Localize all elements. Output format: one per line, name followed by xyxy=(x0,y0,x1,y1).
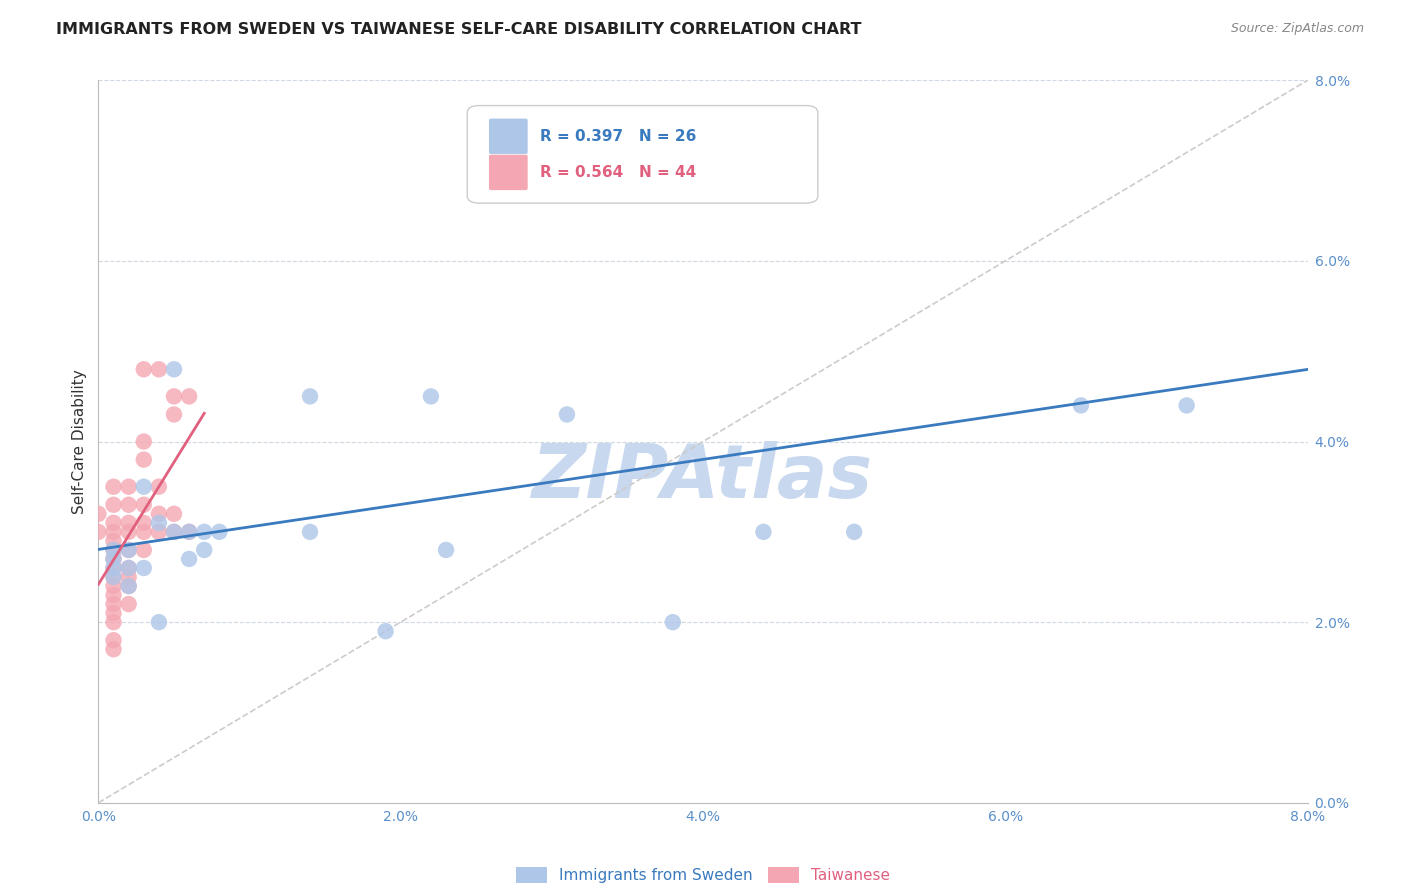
Point xyxy=(193,542,215,557)
Point xyxy=(163,389,186,403)
Point xyxy=(103,552,125,566)
Point xyxy=(103,542,125,557)
Point xyxy=(163,362,186,376)
Point xyxy=(148,615,170,630)
Point xyxy=(661,615,683,630)
Point xyxy=(163,524,186,539)
Point xyxy=(103,516,125,530)
Point xyxy=(148,524,170,539)
Point xyxy=(299,524,322,539)
Point xyxy=(132,362,155,376)
Point xyxy=(132,542,155,557)
Point xyxy=(103,570,125,584)
Point xyxy=(87,524,110,539)
Point xyxy=(132,561,155,575)
Point xyxy=(103,552,125,566)
Point xyxy=(163,524,186,539)
Text: R = 0.397   N = 26: R = 0.397 N = 26 xyxy=(540,129,696,145)
Text: ZIPAtlas: ZIPAtlas xyxy=(533,442,873,514)
Point xyxy=(118,579,141,593)
Point xyxy=(132,434,155,449)
Point xyxy=(103,542,125,557)
Point xyxy=(752,524,775,539)
Point xyxy=(103,561,125,575)
Point xyxy=(103,498,125,512)
Point xyxy=(132,516,155,530)
Point xyxy=(118,480,141,494)
Text: IMMIGRANTS FROM SWEDEN VS TAIWANESE SELF-CARE DISABILITY CORRELATION CHART: IMMIGRANTS FROM SWEDEN VS TAIWANESE SELF… xyxy=(56,22,862,37)
FancyBboxPatch shape xyxy=(467,105,818,203)
Point xyxy=(132,498,155,512)
Point xyxy=(179,524,201,539)
Point xyxy=(163,408,186,422)
Point xyxy=(118,498,141,512)
Point xyxy=(118,579,141,593)
Point xyxy=(132,524,155,539)
Point xyxy=(179,389,201,403)
Point xyxy=(103,570,125,584)
Point xyxy=(179,524,201,539)
Point xyxy=(148,516,170,530)
Point xyxy=(118,542,141,557)
Point xyxy=(103,588,125,602)
Point xyxy=(103,642,125,657)
Point xyxy=(103,561,125,575)
Point xyxy=(148,362,170,376)
Point xyxy=(434,542,457,557)
Point xyxy=(148,507,170,521)
Point xyxy=(118,597,141,611)
Legend: Immigrants from Sweden, Taiwanese: Immigrants from Sweden, Taiwanese xyxy=(510,861,896,889)
Point xyxy=(103,615,125,630)
FancyBboxPatch shape xyxy=(489,119,527,154)
Point xyxy=(118,561,141,575)
Point xyxy=(103,606,125,620)
Point xyxy=(103,524,125,539)
Point xyxy=(1070,398,1092,412)
Point xyxy=(193,524,215,539)
Point xyxy=(118,524,141,539)
Point xyxy=(374,624,396,639)
Point xyxy=(103,533,125,548)
Point xyxy=(132,452,155,467)
Point xyxy=(118,561,141,575)
FancyBboxPatch shape xyxy=(489,154,527,190)
Y-axis label: Self-Care Disability: Self-Care Disability xyxy=(72,369,87,514)
Point xyxy=(118,516,141,530)
Point xyxy=(299,389,322,403)
Point xyxy=(555,408,578,422)
Point xyxy=(163,507,186,521)
Point xyxy=(87,507,110,521)
Point xyxy=(118,542,141,557)
Point xyxy=(103,480,125,494)
Point xyxy=(797,154,820,169)
Point xyxy=(103,579,125,593)
Point xyxy=(844,524,866,539)
Text: Source: ZipAtlas.com: Source: ZipAtlas.com xyxy=(1230,22,1364,36)
Point xyxy=(103,633,125,648)
Text: R = 0.564   N = 44: R = 0.564 N = 44 xyxy=(540,165,696,180)
Point xyxy=(103,597,125,611)
Point xyxy=(208,524,231,539)
Point xyxy=(118,570,141,584)
Point xyxy=(179,552,201,566)
Point xyxy=(148,480,170,494)
Point xyxy=(1175,398,1198,412)
Point xyxy=(420,389,443,403)
Point xyxy=(132,480,155,494)
